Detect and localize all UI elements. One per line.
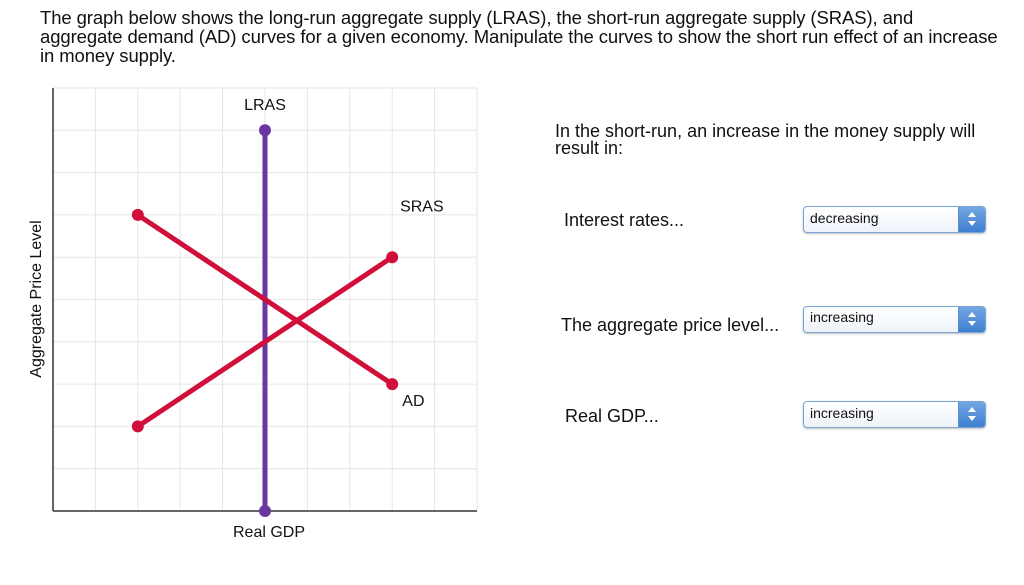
interest-rates-label: Interest rates... (564, 210, 685, 230)
interest-rates-select[interactable]: decreasing (803, 206, 986, 233)
real-gdp-select[interactable]: increasing (803, 401, 986, 428)
select-stepper-icon (958, 402, 985, 427)
question-prompt: In the short-run, an increase in the mon… (555, 121, 976, 158)
ad-curve[interactable]: AD (131, 208, 425, 410)
interest-rates-value: decreasing (810, 210, 879, 226)
ad-drag-handle[interactable] (386, 378, 399, 391)
ad-label: AD (402, 393, 424, 410)
sras-label: SRAS (400, 198, 444, 215)
sras-drag-handle[interactable] (131, 420, 144, 433)
price-level-value: increasing (810, 309, 874, 325)
select-stepper-icon (958, 307, 985, 332)
real-gdp-label: Real GDP... (565, 406, 659, 426)
sras-drag-handle[interactable] (386, 251, 399, 264)
lras-label: LRAS (244, 97, 286, 114)
select-stepper-icon (958, 207, 985, 232)
price-level-select[interactable]: increasing (803, 306, 986, 333)
lras-drag-handle[interactable] (259, 124, 271, 137)
sras-curve[interactable]: SRAS (131, 198, 444, 433)
ad-as-chart[interactable]: LRAS SRAS AD Real GDP Aggregate Price Leve… (0, 0, 500, 560)
x-axis-label: Real GDP (233, 524, 305, 541)
lras-curve[interactable]: LRAS (244, 97, 286, 517)
y-axis-label: Aggregate Price Level (28, 220, 45, 377)
ad-drag-handle[interactable] (131, 208, 144, 221)
instructions-text: The graph below shows the long-run aggre… (40, 7, 998, 66)
price-level-label: The aggregate price level... (561, 315, 780, 335)
lras-drag-handle[interactable] (259, 505, 271, 517)
real-gdp-value: increasing (810, 405, 874, 421)
